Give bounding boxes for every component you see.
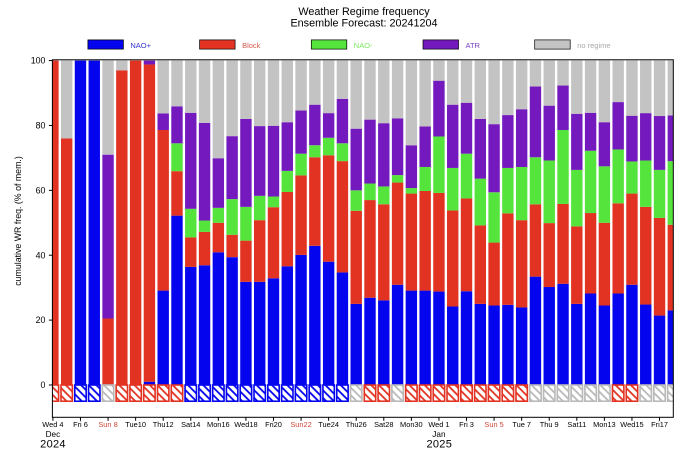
svg-text:NAO+: NAO+ [130,41,151,50]
svg-text:Wed18: Wed18 [234,420,257,429]
svg-text:NAO-: NAO- [354,41,373,50]
svg-text:Thu26: Thu26 [346,420,367,429]
svg-text:2024: 2024 [40,439,66,451]
svg-text:Sun 5: Sun 5 [484,420,503,429]
svg-text:Fri17: Fri17 [651,420,668,429]
svg-text:100: 100 [31,56,46,66]
svg-text:Sat14: Sat14 [181,420,200,429]
svg-text:no regime: no regime [577,41,610,50]
svg-text:Sun22: Sun22 [290,420,311,429]
svg-text:Tue24: Tue24 [318,420,339,429]
svg-text:Ensemble Forecast: 20241204: Ensemble Forecast: 20241204 [290,17,437,29]
svg-text:2025: 2025 [426,439,452,451]
svg-text:Thu 9: Thu 9 [540,420,559,429]
svg-text:Mon30: Mon30 [400,420,423,429]
svg-text:Sat11: Sat11 [567,420,586,429]
svg-text:Jan: Jan [432,430,446,439]
svg-text:Block: Block [242,41,261,50]
svg-text:0: 0 [40,380,45,390]
svg-text:Fri 3: Fri 3 [459,420,474,429]
svg-text:80: 80 [36,121,46,131]
svg-text:Fri 6: Fri 6 [73,420,88,429]
svg-text:Wed 1: Wed 1 [428,420,449,429]
svg-text:Dec: Dec [46,430,61,439]
svg-text:Wed15: Wed15 [620,420,643,429]
svg-text:Tue10: Tue10 [125,420,146,429]
svg-text:Sat28: Sat28 [374,420,393,429]
svg-text:Wed 4: Wed 4 [42,420,63,429]
svg-text:cumulative WR freq. (% of mem.: cumulative WR freq. (% of mem.) [13,156,23,286]
svg-text:Fri20: Fri20 [265,420,282,429]
svg-text:Sun 8: Sun 8 [98,420,117,429]
svg-text:Mon13: Mon13 [593,420,616,429]
svg-text:40: 40 [36,250,46,260]
svg-text:Weather Regime frequency: Weather Regime frequency [298,6,430,18]
svg-text:20: 20 [36,315,46,325]
svg-text:Tue 7: Tue 7 [512,420,531,429]
svg-text:Thu12: Thu12 [153,420,174,429]
svg-text:ATR: ATR [466,41,481,50]
svg-text:Mon16: Mon16 [207,420,230,429]
svg-text:60: 60 [36,185,46,195]
